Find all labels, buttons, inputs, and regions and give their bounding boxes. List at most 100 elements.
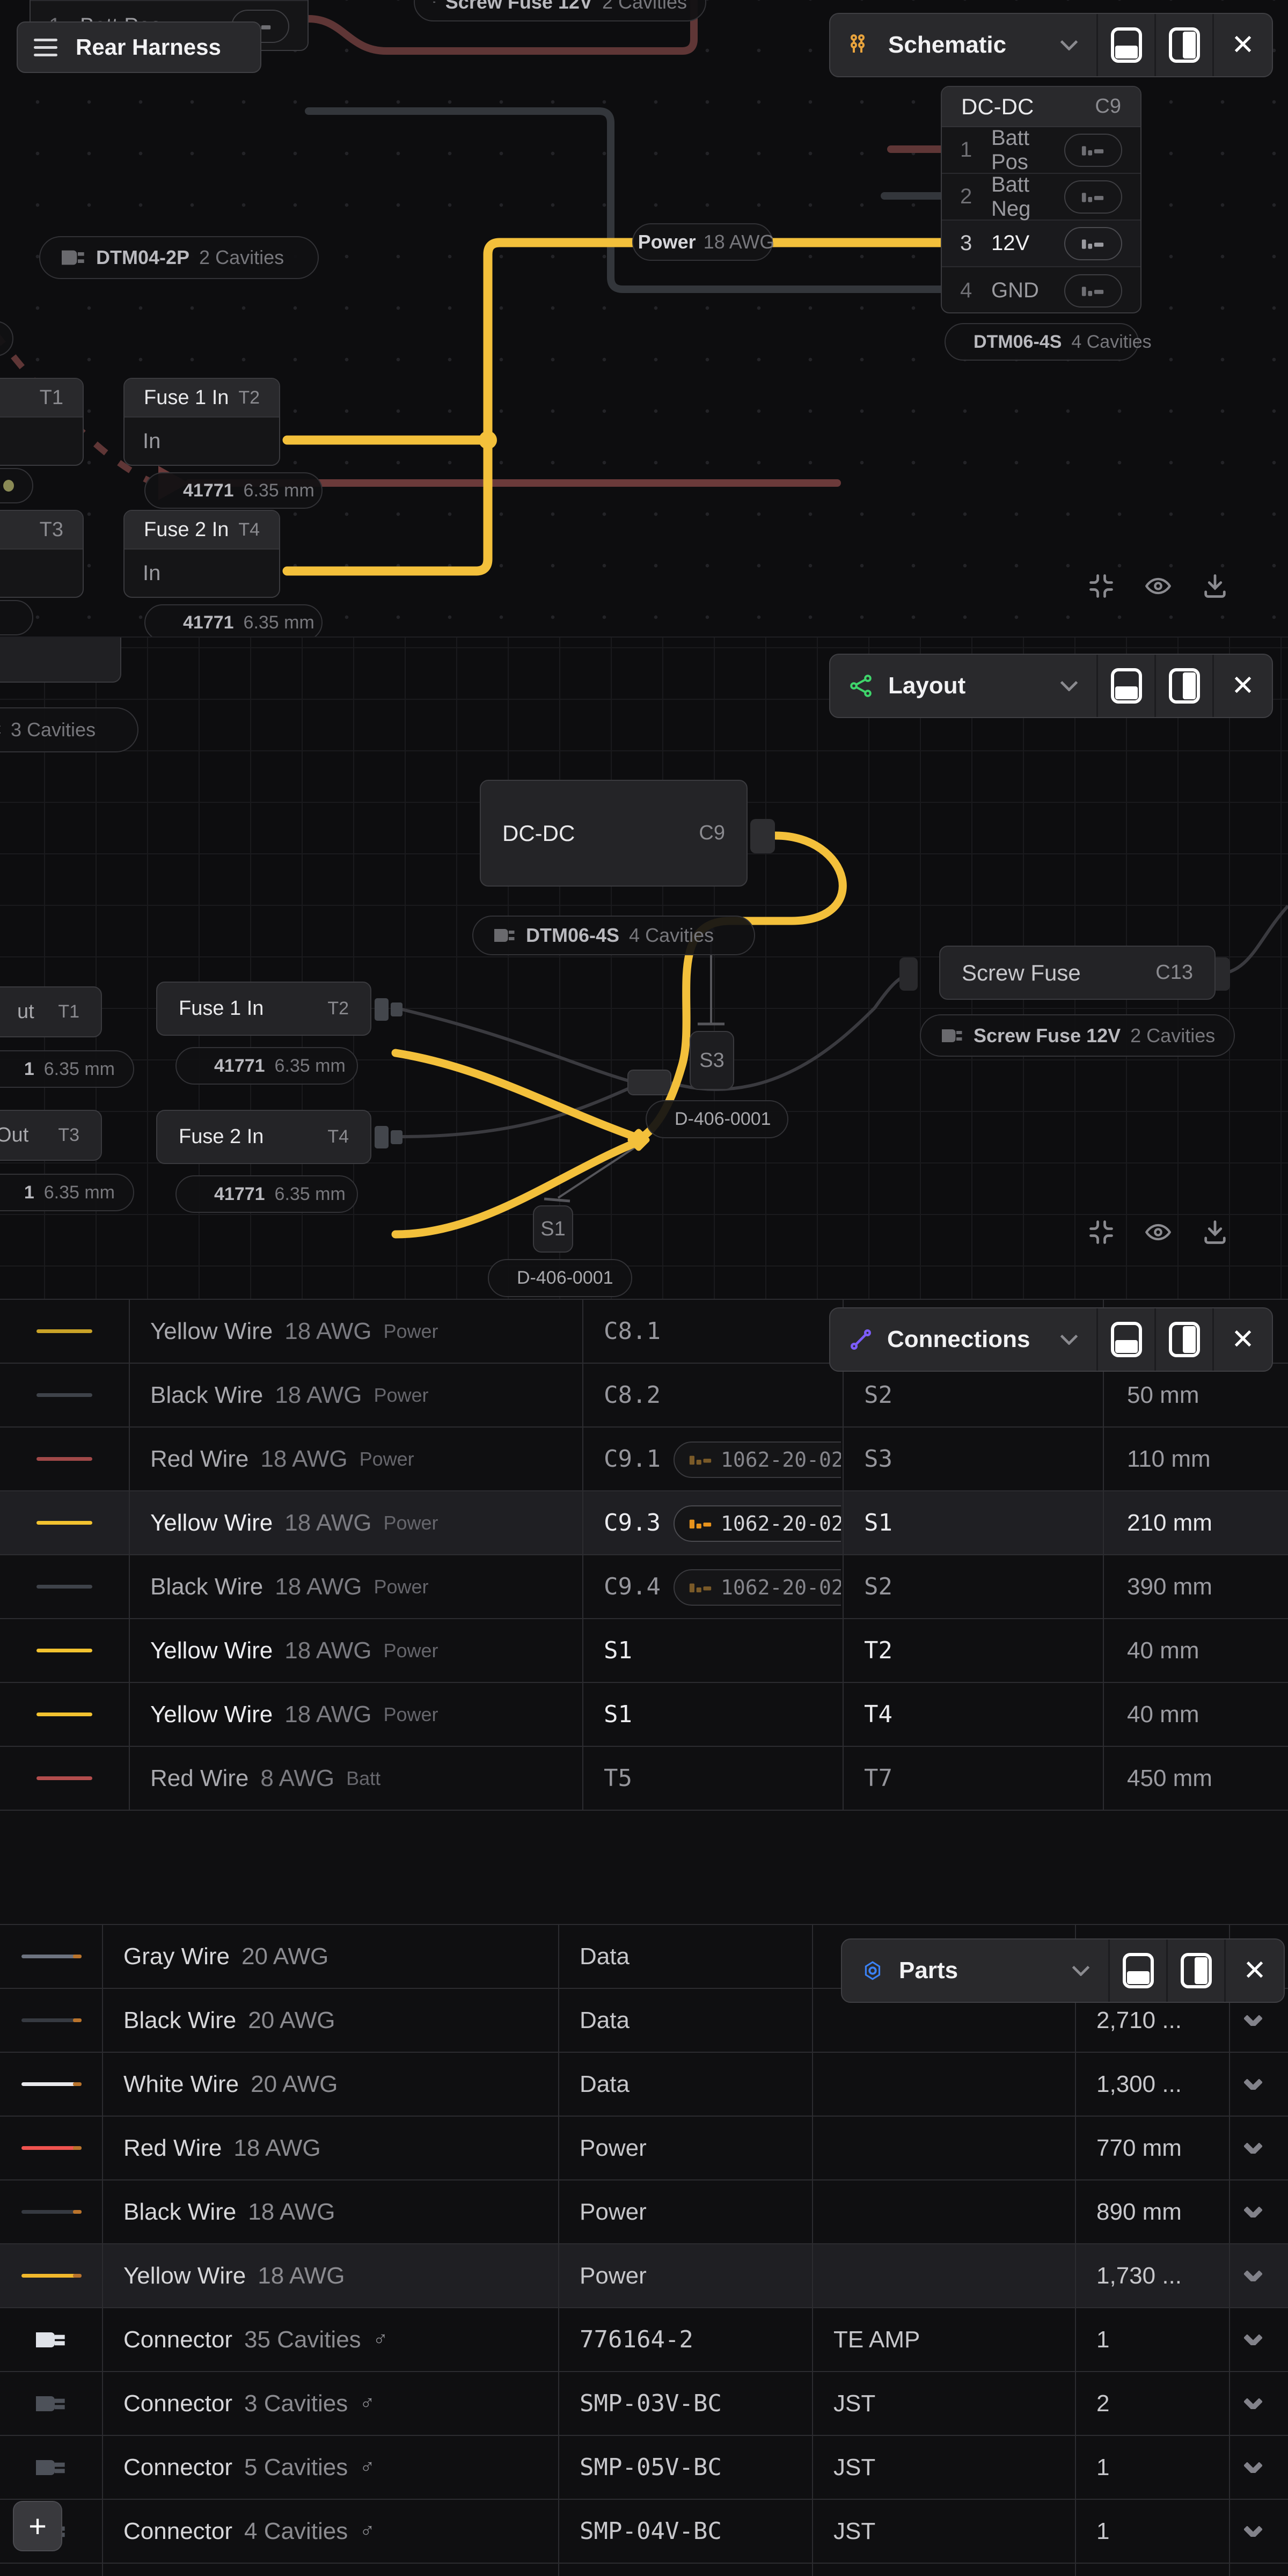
part-row-partial bbox=[0, 2563, 1288, 2576]
dock-right-button[interactable] bbox=[1156, 14, 1214, 76]
dtm04-pill[interactable]: DTM04-2P 2 Cavities bbox=[39, 236, 319, 279]
terminal-badge[interactable] bbox=[1064, 180, 1122, 214]
schematic-canvas[interactable]: 1 Batt Pos Screw Fuse 12V 2 Cavities Rea… bbox=[0, 0, 1288, 636]
layout-fuse2-node[interactable]: Fuse 2 In T4 bbox=[156, 1110, 371, 1164]
panel-title: Connections bbox=[887, 1326, 1030, 1352]
eye-icon[interactable] bbox=[1143, 1218, 1173, 1246]
s1-splice-pill[interactable]: D-406-0001 bbox=[488, 1259, 632, 1297]
connection-row[interactable]: Yellow Wire 18 AWG Power C8.1 bbox=[0, 1299, 1288, 1363]
part-row[interactable]: Connector 3 Cavities ♂ SMP-03V-BC JST 2 bbox=[0, 2371, 1288, 2435]
connection-row[interactable]: Black Wire 18 AWG Power C9.4 1062-20-02 S2… bbox=[0, 1554, 1288, 1618]
add-part-button[interactable]: + bbox=[13, 2501, 62, 2551]
s1-splice-node[interactable]: S1 bbox=[533, 1205, 573, 1253]
connection-row[interactable]: Red Wire 8 AWG Batt T5 T7 450 mm bbox=[0, 1746, 1288, 1810]
layout-fuse1-pill[interactable]: 41771 6.35 mm bbox=[175, 1047, 358, 1085]
part-row[interactable]: Black Wire 18 AWG Power 890 mm bbox=[0, 2179, 1288, 2243]
dock-bottom-button[interactable] bbox=[1098, 14, 1156, 76]
close-panel-button[interactable]: ✕ bbox=[1243, 1955, 1267, 1986]
close-panel-button[interactable]: ✕ bbox=[1231, 1324, 1255, 1355]
part-row-selected[interactable]: Yellow Wire 18 AWG Power 1,730 ... bbox=[0, 2243, 1288, 2307]
fuse1-terminal-pill[interactable]: 41771 6.35 mm bbox=[144, 472, 323, 509]
plug-icon bbox=[62, 250, 84, 265]
connection-row[interactable]: Red Wire 18 AWG Power C9.1 1062-20-02 S3 1… bbox=[0, 1426, 1288, 1490]
wire-label[interactable]: Power 18 AWG bbox=[632, 223, 775, 261]
close-panel-button[interactable]: ✕ bbox=[1231, 670, 1255, 701]
chevron-down-icon[interactable] bbox=[1244, 2462, 1262, 2473]
download-icon[interactable] bbox=[1201, 572, 1229, 600]
dock-bottom-button[interactable] bbox=[1098, 1308, 1156, 1371]
connections-table: Yellow Wire 18 AWG Power C8.1 Black Wire 18… bbox=[0, 1299, 1288, 1911]
s3-splice-node[interactable]: S3 bbox=[690, 1031, 734, 1090]
partial-node-t1[interactable]: T1 bbox=[0, 378, 84, 466]
chevron-down-icon[interactable] bbox=[1244, 2526, 1262, 2537]
terminal-badge[interactable] bbox=[1064, 133, 1122, 167]
chevron-down-icon[interactable] bbox=[1244, 2142, 1262, 2154]
dock-right-button[interactable] bbox=[1156, 1308, 1214, 1371]
connections-panel-selector[interactable]: Connections bbox=[830, 1308, 1098, 1371]
part-row[interactable]: Connector 5 Cavities ♂ SMP-05V-BC JST 1 bbox=[0, 2435, 1288, 2499]
partial-node-t3[interactable]: T3 bbox=[0, 510, 84, 598]
eye-icon[interactable] bbox=[1143, 572, 1173, 600]
partial-node-t3[interactable]: OutT3 bbox=[0, 1110, 102, 1161]
layout-canvas[interactable]: V-BC3 Cavities DC-DC C9 DTM06-4S 4 Cavitie… bbox=[0, 636, 1288, 1299]
part-row[interactable]: Connector 35 Cavities ♂ 776164-2 TE AMP 1 bbox=[0, 2307, 1288, 2371]
layout-dtm06-pill[interactable]: DTM06-4S 4 Cavities bbox=[472, 916, 755, 955]
terminal-detail: 6.35 mm bbox=[243, 480, 314, 501]
schematic-panel-selector[interactable]: Schematic bbox=[830, 14, 1098, 76]
node-title: DC-DC bbox=[961, 93, 1034, 119]
layout-screwfuse-node[interactable]: Screw Fuse C13 bbox=[939, 946, 1216, 1000]
wire-gauge: 18 AWG bbox=[703, 231, 775, 253]
chevron-down-icon[interactable] bbox=[1244, 2079, 1262, 2090]
layout-screwfuse-pill[interactable]: Screw Fuse 12V 2 Cavities bbox=[920, 1014, 1235, 1057]
part-row[interactable]: Connector 4 Cavities ♂ SMP-04V-BC JST 1 bbox=[0, 2499, 1288, 2563]
dcdc-node[interactable]: DC-DC C9 1 Batt Pos 2 Batt Neg 3 12V 4 GND bbox=[941, 86, 1141, 313]
layout-fuse2-pill[interactable]: 41771 6.35 mm bbox=[175, 1175, 358, 1213]
dtm06-pill[interactable]: DTM06-4S 4 Cavities bbox=[945, 323, 1152, 361]
partial-connector-pill[interactable]: V-BC3 Cavities bbox=[0, 707, 138, 752]
connection-row[interactable]: Yellow Wire 18 AWG Power S1 T4 40 mm bbox=[0, 1682, 1288, 1746]
dock-bottom-button[interactable] bbox=[1110, 1940, 1168, 2002]
connection-row-selected[interactable]: Yellow Wire 18 AWG Power C9.3 1062-20-02 S… bbox=[0, 1490, 1288, 1554]
terminal-badge[interactable] bbox=[1064, 274, 1122, 308]
part-row[interactable]: Red Wire 18 AWG Power 770 mm bbox=[0, 2116, 1288, 2179]
pin-label: In bbox=[143, 561, 161, 585]
chevron-down-icon[interactable] bbox=[1244, 2398, 1262, 2409]
hamburger-icon[interactable] bbox=[34, 38, 57, 56]
connector-detail: 4 Cavities bbox=[629, 924, 714, 946]
wire-icon bbox=[21, 2210, 82, 2214]
chevron-down-icon[interactable] bbox=[1244, 2015, 1262, 2026]
fuse2-terminal-pill[interactable]: 41771 6.35 mm bbox=[144, 604, 323, 636]
layout-dcdc-node[interactable]: DC-DC C9 bbox=[480, 780, 748, 887]
chevron-down-icon[interactable] bbox=[1244, 2206, 1262, 2218]
partial-node-t1[interactable]: ut T1 bbox=[0, 986, 102, 1037]
fit-view-icon[interactable] bbox=[1087, 572, 1115, 600]
dock-right-button[interactable] bbox=[1156, 655, 1214, 717]
dock-right-button[interactable] bbox=[1168, 1940, 1226, 2002]
connection-row[interactable]: Black Wire 18 AWG Power C8.2 S2 50 mm bbox=[0, 1363, 1288, 1426]
dock-bottom-button[interactable] bbox=[1098, 655, 1156, 717]
plug-icon bbox=[433, 1, 436, 3]
download-icon[interactable] bbox=[1201, 1218, 1229, 1246]
male-symbol: ♂ bbox=[360, 2392, 375, 2414]
part-row[interactable]: Black Wire 20 AWG Data 2,710 ... bbox=[0, 1988, 1288, 2052]
layout-panel-selector[interactable]: Layout bbox=[830, 655, 1098, 717]
layout-panel: Layout ✕ bbox=[829, 654, 1273, 718]
fuse1-node[interactable]: Fuse 1 In T2 In bbox=[123, 378, 280, 466]
close-panel-button[interactable]: ✕ bbox=[1231, 30, 1255, 61]
parts-panel-selector[interactable]: Parts bbox=[842, 1940, 1110, 2002]
partial-terminal-pill[interactable]: 1 6.35 mm bbox=[0, 1174, 134, 1211]
chevron-down-icon[interactable] bbox=[1244, 2270, 1262, 2281]
male-symbol: ♂ bbox=[372, 2328, 389, 2351]
partial-terminal-pill[interactable]: 1 6.35 mm bbox=[0, 1050, 134, 1088]
screw-fuse-connector-pill[interactable]: Screw Fuse 12V 2 Cavities bbox=[414, 0, 706, 21]
harness-menu[interactable]: Rear Harness bbox=[17, 21, 261, 73]
chevron-down-icon[interactable] bbox=[1244, 2334, 1262, 2345]
fit-view-icon[interactable] bbox=[1087, 1218, 1115, 1246]
s3-splice-pill[interactable]: D-406-0001 bbox=[646, 1100, 788, 1138]
connection-row[interactable]: Yellow Wire 18 AWG Power S1 T2 40 mm bbox=[0, 1618, 1288, 1682]
part-row[interactable]: White Wire 20 AWG Data 1,300 ... bbox=[0, 2052, 1288, 2116]
terminal-badge[interactable] bbox=[1064, 226, 1122, 260]
layout-fuse1-node[interactable]: Fuse 1 In T2 bbox=[156, 982, 371, 1036]
fuse2-node[interactable]: Fuse 2 In T4 In bbox=[123, 510, 280, 598]
s1-splice-diamond bbox=[627, 1129, 650, 1151]
